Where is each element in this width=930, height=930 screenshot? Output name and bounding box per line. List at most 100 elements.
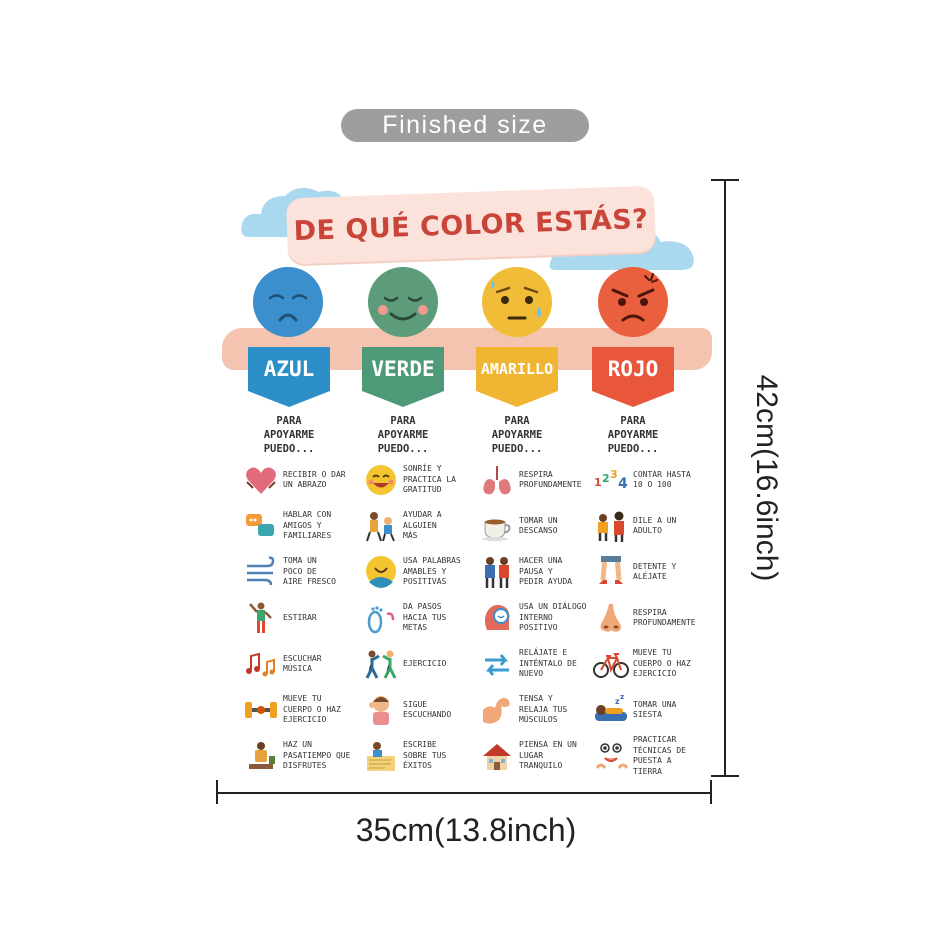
item-text: TENSA Y RELAJA TUS MÚSCULOS [519,694,568,725]
list-item: ESTIRAR [243,598,359,638]
ribbon-verde [362,347,444,407]
list-item: ESCRIBE SOBRE TUS ÉXITOS [363,736,479,776]
listening-icon [369,696,389,725]
color-label-amarillo: AMARILLO [480,360,554,378]
grounding-icon [595,743,629,769]
inner-dialogue-icon [485,604,510,630]
svg-text:z: z [620,693,624,701]
list-item: PIENSA EN UN LUGAR TRANQUILO [479,736,595,776]
list-item: TOMAR UN DESCANSO [479,506,595,546]
svg-text:2: 2 [602,472,610,485]
item-text: TOMAR UNA SIESTA [633,699,677,720]
writing-icon [367,742,395,771]
lungs-icon [483,466,511,495]
calm-face-icon [368,267,438,337]
item-text: ESCUCHAR MÚSICA [283,653,322,674]
item-text: HAZ UN PASATIEMPO QUE DISFRUTES [283,740,351,771]
dumbbell-icon [245,702,277,718]
list-item: HABLAR CON AMIGOS Y FAMILIARES [243,506,359,546]
list-item: MUEVE TU CUERPO O HAZ EJERCICIO [243,690,359,730]
width-dimension-right-cap [710,780,712,804]
item-text: RESPIRA PROFUNDAMENTE [519,469,582,490]
list-item: DA PASOS HACIA TUS METAS [363,598,479,638]
nose-icon [600,604,621,632]
list-item: TENSA Y RELAJA TUS MÚSCULOS [479,690,595,730]
width-dimension-label: 35cm(13.8inch) [355,812,577,848]
item-text: SONRÍE Y PRACTICA LA GRATITUD [403,464,456,495]
list-item: RESPIRA PROFUNDAMENTE [593,598,709,638]
finished-size-badge: Finished size [341,109,589,142]
svg-text:1: 1 [594,476,602,489]
ask-help-icon [485,557,509,588]
worried-face-icon [482,267,552,337]
height-dimension-label: 42cm(16.6inch) [750,374,783,582]
helping-icon [366,512,395,542]
svg-text:z: z [615,697,620,706]
item-text: DA PASOS HACIA TUS METAS [403,602,447,633]
item-text: MUEVE TU CUERPO O HAZ EJERCICIO [633,648,691,679]
smile-icon [366,465,396,495]
column-heading-verde: PARA APOYARME PUEDO... [377,415,429,455]
item-text: RESPIRA PROFUNDAMENTE [633,607,696,628]
tea-cup-icon [482,519,511,541]
item-text: MUEVE TU CUERPO O HAZ EJERCICIO [283,694,341,725]
chat-bubbles-icon [246,514,274,536]
house-icon [483,744,511,770]
music-notes-icon [246,652,275,677]
kind-words-icon [366,556,396,588]
color-label-verde: VERDE [371,357,435,381]
color-label-azul: AZUL [263,357,315,381]
list-item: EJERCICIO [363,644,479,684]
ribbon-azul [248,347,330,407]
list-item: TOMA UN POCO DE AIRE FRESCO [243,552,359,592]
item-text: HABLAR CON AMIGOS Y FAMILIARES [283,510,332,541]
item-text: EJERCICIO [403,658,447,668]
svg-text:4: 4 [618,476,628,492]
poster: DE QUÉ COLOR ESTÁS? AZUL [217,180,712,777]
color-label-rojo: ROJO [607,357,659,381]
item-text: DETENTE Y ALÉJATE [633,561,677,582]
sad-face-icon [253,267,323,337]
retry-arrows-icon [485,654,509,676]
bicycle-icon [593,653,629,678]
item-text: RELÁJATE E INTÉNTALO DE NUEVO [519,648,577,679]
item-text: ESCRIBE SOBRE TUS ÉXITOS [403,740,447,771]
ribbon-rojo [592,347,674,407]
list-item: SIGUE ESCUCHANDO [363,690,479,730]
list-item: HAZ UN PASATIEMPO QUE DISFRUTES [243,736,359,776]
talk-adult-icon [598,511,624,542]
item-text: CONTAR HASTA 10 O 100 [633,469,691,490]
list-item: DILE A UN ADULTO [593,506,709,546]
list-item: HACER UNA PAUSA Y PEDIR AYUDA [479,552,595,592]
item-text: USA UN DIÁLOGO INTERNO POSITIVO [519,602,587,633]
item-text: SIGUE ESCUCHANDO [403,699,452,720]
stretch-icon [249,602,272,633]
list-item: RECIBIR O DAR UN ABRAZO [243,460,359,500]
column-heading-amarillo: PARA APOYARME PUEDO... [491,415,543,455]
ribbon-amarillo [476,347,558,407]
wind-icon [247,556,275,586]
item-text: TOMAR UN DESCANSO [519,515,558,536]
item-text: TOMA UN POCO DE AIRE FRESCO [283,556,336,587]
list-item: SONRÍE Y PRACTICA LA GRATITUD [363,460,479,500]
column-heading-rojo: PARA APOYARME PUEDO... [607,415,659,455]
list-item: DETENTE Y ALÉJATE [593,552,709,592]
stop-legs-icon [599,555,623,584]
list-item: RESPIRA PROFUNDAMENTE [479,460,595,500]
footsteps-icon [367,606,395,634]
hobby-icon [249,742,275,769]
list-item: USA UN DIÁLOGO INTERNO POSITIVO [479,598,595,638]
exercise-icon [365,650,397,679]
list-item: RELÁJATE E INTÉNTALO DE NUEVO [479,644,595,684]
list-item: PRACTICAR TÉCNICAS DE PUESTA A TIERRA [593,735,709,776]
angry-face-icon [598,267,668,337]
list-item: USA PALABRAS AMABLES Y POSITIVAS [363,552,479,592]
list-item: ESCUCHAR MÚSICA [243,644,359,684]
numbers-icon: 1 2 34 [594,468,628,492]
column-heading-azul: PARA APOYARME PUEDO... [263,415,315,455]
muscle-icon [483,698,510,724]
item-text: AYUDAR A ALGUIEN MÁS [403,510,442,541]
item-text: PRACTICAR TÉCNICAS DE PUESTA A TIERRA [633,735,686,776]
